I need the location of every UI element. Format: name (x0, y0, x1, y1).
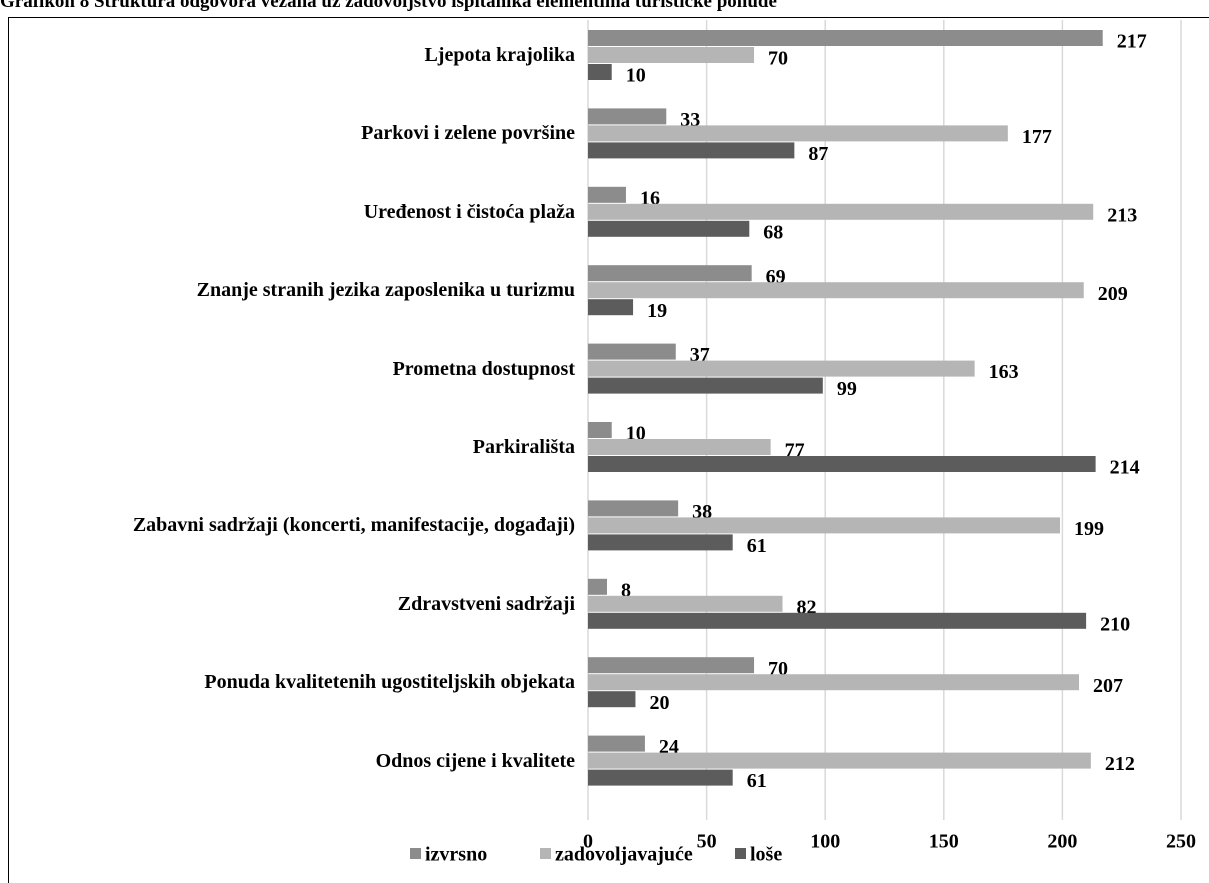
bar (588, 657, 755, 674)
legend-label: zadovoljavajuće (555, 844, 693, 866)
bar (588, 500, 679, 517)
bar (588, 691, 636, 708)
bar (588, 299, 634, 316)
data-label: 213 (1107, 204, 1137, 226)
legend-label: izvrsno (425, 844, 487, 866)
legend-label: loše (750, 844, 782, 866)
category-label: Parkovi i zelene površine (361, 122, 575, 145)
bar (588, 674, 1080, 691)
x-tick-label: 50 (697, 831, 717, 853)
bar (588, 47, 755, 63)
legend-swatch (410, 848, 421, 859)
category-label: Ponuda kvalitetenih ugostiteljskih objek… (204, 671, 575, 694)
data-label: 199 (1074, 518, 1104, 540)
category-label: Zabavni sadržaji (koncerti, manifestacij… (132, 514, 575, 537)
bar (588, 377, 823, 394)
bar (588, 64, 612, 80)
legend-swatch (735, 848, 746, 859)
bar (588, 769, 733, 786)
bar (588, 595, 783, 612)
x-tick-label: 150 (929, 831, 959, 853)
legend-swatch (540, 848, 551, 859)
data-label: 10 (626, 65, 646, 87)
data-label: 19 (647, 300, 667, 322)
data-label: 70 (768, 48, 788, 70)
bar (588, 108, 667, 125)
data-label: 163 (989, 361, 1019, 383)
category-label: Uređenost i čistoća plaža (363, 200, 575, 223)
x-tick-label: 100 (810, 831, 840, 853)
bar (588, 265, 752, 282)
data-label: 20 (649, 692, 669, 714)
chart-title: Grafikon 8 Struktura odgovora vezana uz … (0, 0, 777, 12)
bar (588, 578, 607, 595)
x-tick-label: 0 (583, 831, 593, 853)
data-label: 207 (1093, 675, 1123, 697)
category-label: Znanje stranih jezika zaposlenika u turi… (196, 279, 575, 302)
bar (588, 439, 771, 455)
data-label: 212 (1105, 753, 1135, 775)
bar (588, 360, 975, 377)
data-label: 61 (747, 535, 767, 557)
category-label: Prometna dostupnost (392, 357, 575, 380)
bar (588, 422, 612, 438)
bar (588, 30, 1103, 46)
data-label: 217 (1117, 31, 1147, 53)
data-label: 99 (837, 378, 857, 400)
bar (588, 612, 1087, 629)
data-label: 177 (1022, 126, 1052, 148)
data-label: 210 (1100, 613, 1130, 635)
bar (588, 456, 1096, 472)
bar (588, 203, 1094, 220)
data-label: 61 (747, 770, 767, 792)
data-label: 87 (808, 143, 828, 165)
data-label: 68 (763, 221, 783, 243)
bar (588, 752, 1091, 769)
bar (588, 735, 645, 752)
data-label: 8 (621, 579, 631, 601)
data-label: 214 (1110, 457, 1140, 479)
bar (588, 220, 750, 237)
x-tick-label: 250 (1166, 831, 1196, 853)
category-label: Zdravstveni sadržaji (397, 592, 575, 615)
data-label: 209 (1098, 283, 1128, 305)
bar (588, 282, 1084, 299)
category-label: Odnos cijene i kvalitete (375, 749, 575, 772)
bar (588, 142, 795, 159)
category-label: Parkirališta (472, 436, 575, 458)
bar (588, 534, 733, 551)
bar (588, 186, 626, 203)
x-tick-label: 200 (1047, 831, 1077, 853)
bar (588, 343, 676, 360)
bar (588, 125, 1008, 142)
category-label: Ljepota krajolika (424, 44, 575, 66)
chart-border (8, 17, 1209, 883)
bar (588, 517, 1061, 534)
